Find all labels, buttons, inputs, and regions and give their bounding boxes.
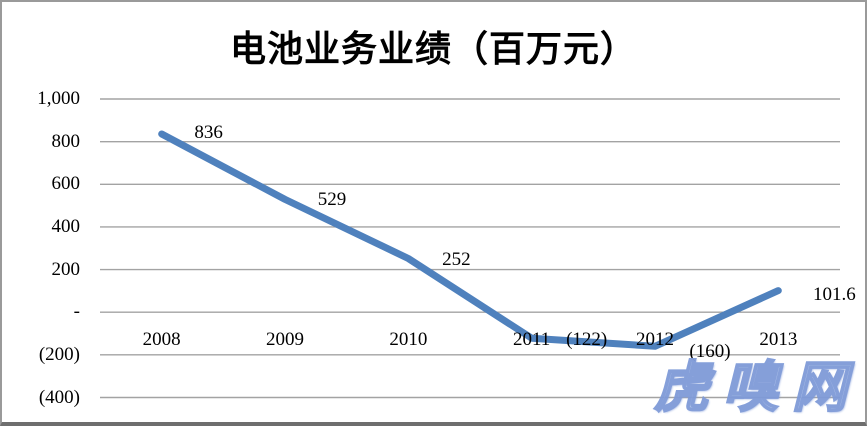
data-point-label: 529 xyxy=(317,189,347,211)
y-axis-tick-label: 1,000 xyxy=(37,88,80,109)
y-axis-tick-label: 600 xyxy=(51,173,81,195)
data-point-label: 252 xyxy=(442,249,471,271)
watermark-huxiu: 虎嗅网 xyxy=(653,356,861,419)
x-axis-tick-label: 2011 xyxy=(513,329,551,350)
series-line xyxy=(158,130,782,350)
x-axis-tick-label: 2009 xyxy=(266,329,304,350)
y-axis-tick-label: 200 xyxy=(51,258,81,280)
y-axis-tick-label: (400) xyxy=(38,386,80,408)
data-point-label: 836 xyxy=(194,121,223,143)
y-axis-tick-label: 400 xyxy=(51,215,81,237)
x-axis-tick-label: 2010 xyxy=(389,329,428,350)
x-axis-tick-label: 2013 xyxy=(759,329,798,350)
x-axis-tick-label: 2012 xyxy=(636,329,674,350)
y-axis-tick-label: - xyxy=(73,301,80,323)
data-point-label: (160) xyxy=(689,341,731,363)
data-point-label: (122) xyxy=(566,329,608,351)
y-axis-tick-label: 800 xyxy=(51,130,81,152)
y-axis-tick-label: (200) xyxy=(38,343,80,365)
x-axis-tick-label: 2008 xyxy=(142,329,181,350)
data-point-label: 101.6 xyxy=(812,283,856,305)
chart-title: 电池业务业绩（百万元） xyxy=(229,29,637,69)
